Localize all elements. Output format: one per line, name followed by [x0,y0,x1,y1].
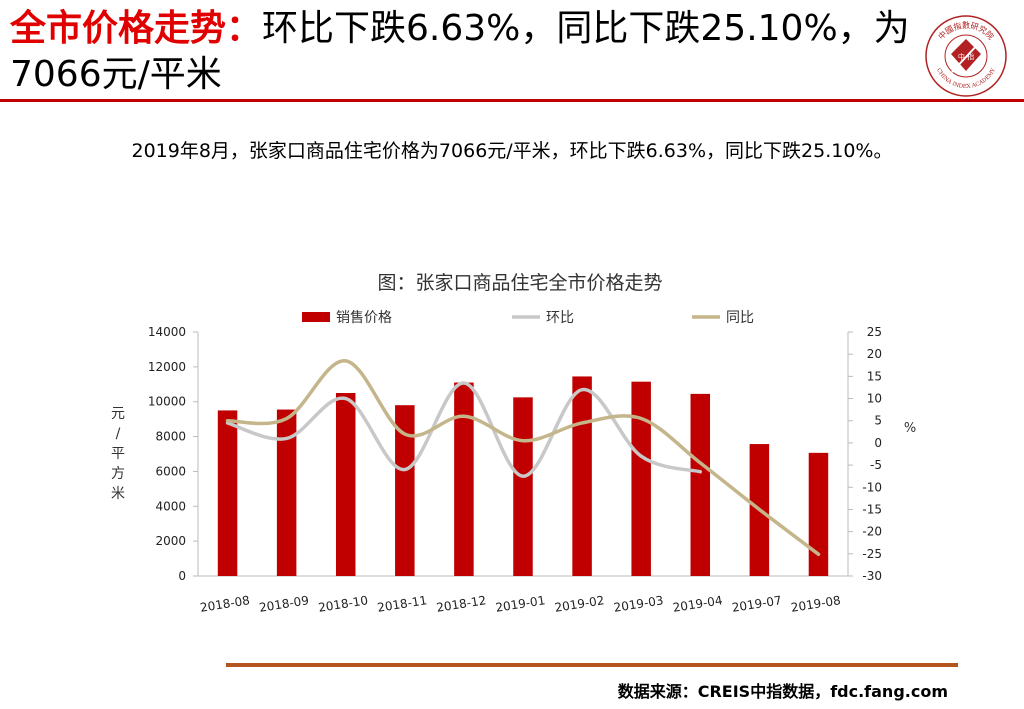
bar-sales-price [808,452,829,576]
x-tick-label: 2018-12 [435,593,487,615]
y-right-tick-label: 15 [867,369,882,383]
x-tick-label: 2018-10 [317,593,369,615]
bar-sales-price [395,405,415,576]
x-tick-label: 2018-09 [258,593,310,615]
y-left-axis-label: 元 [111,406,125,422]
y-left-axis-label: 平 [111,446,125,462]
summary-text: 2019年8月，张家口商品住宅价格为7066元/平米，环比下跌6.63%，同比下… [131,140,893,162]
y-left-tick-label: 10000 [148,395,186,409]
y-left-axis-label: / [116,426,121,442]
logo-center: 中 指 [958,52,974,61]
y-left-tick-label: 6000 [155,464,186,478]
bar-sales-price [454,382,474,576]
bar-sales-price [276,409,297,576]
bar-sales-price [631,381,651,576]
y-left-tick-label: 12000 [148,360,186,374]
y-right-tick-label: -30 [862,569,882,583]
chart-title: 图：张家口商品住宅全市价格走势 [377,272,663,294]
y-right-tick-label: -25 [862,547,882,561]
bar-sales-price [513,397,533,576]
title-highlight: 全市价格走势： [10,8,263,49]
legend-label: 环比 [546,310,574,326]
y-left-tick-label: 0 [178,569,186,583]
legend-swatch-bar [302,312,330,322]
x-tick-label: 2019-02 [554,593,606,615]
y-left-tick-label: 2000 [155,534,186,548]
legend-label: 销售价格 [336,310,392,326]
y-left-tick-label: 14000 [148,325,186,339]
line-mom [225,381,703,478]
data-source: 数据来源：CREIS中指数据，fdc.fang.com [617,682,948,701]
y-right-tick-label: -5 [870,458,882,472]
x-tick-label: 2018-11 [376,593,428,615]
line-yoy [225,359,821,557]
y-right-tick-label: 25 [867,325,882,339]
title-divider [0,99,1024,102]
y-left-tick-label: 8000 [155,430,186,444]
bar-sales-price [690,393,711,576]
y-right-tick-label: 5 [874,414,882,428]
y-right-tick-label: 10 [867,392,882,406]
y-left-axis-label: 方 [111,466,125,482]
china-index-academy-logo: 中國指數研究院 CHINA INDEX ACADEMY 中 指 [925,15,1007,97]
y-right-tick-label: -15 [862,502,882,516]
title-rest: 环比下跌6.63%，同比下跌25.10%，为7066元/平米 [10,8,910,95]
bar-sales-price [217,410,238,576]
x-tick-label: 2019-04 [672,593,724,615]
price-trend-chart: 0 2000 4000 6000 8000 10000 12000 14000 -30 -25 -2… [111,310,916,615]
x-tick-label: 2019-08 [790,593,842,615]
y-right-axis-label: % [904,421,916,436]
page-title: 全市价格走势：环比下跌6.63%，同比下跌25.10%，为7066元/平米 [10,6,910,98]
bar-sales-price [572,376,592,576]
x-tick-label: 2019-03 [613,593,665,615]
x-tick-label: 2019-01 [495,593,547,615]
y-right-tick-label: 0 [874,436,882,450]
y-right-tick-label: 20 [867,347,882,361]
bar-sales-price [335,393,356,576]
y-right-tick-label: -10 [862,480,882,494]
y-left-tick-label: 4000 [155,499,186,513]
y-right-tick-label: -20 [862,525,882,539]
footer-divider [226,663,958,667]
legend-label: 同比 [726,310,754,326]
x-tick-label: 2019-07 [731,593,783,615]
x-tick-label: 2018-08 [199,593,251,615]
y-left-axis-label: 米 [111,486,125,502]
